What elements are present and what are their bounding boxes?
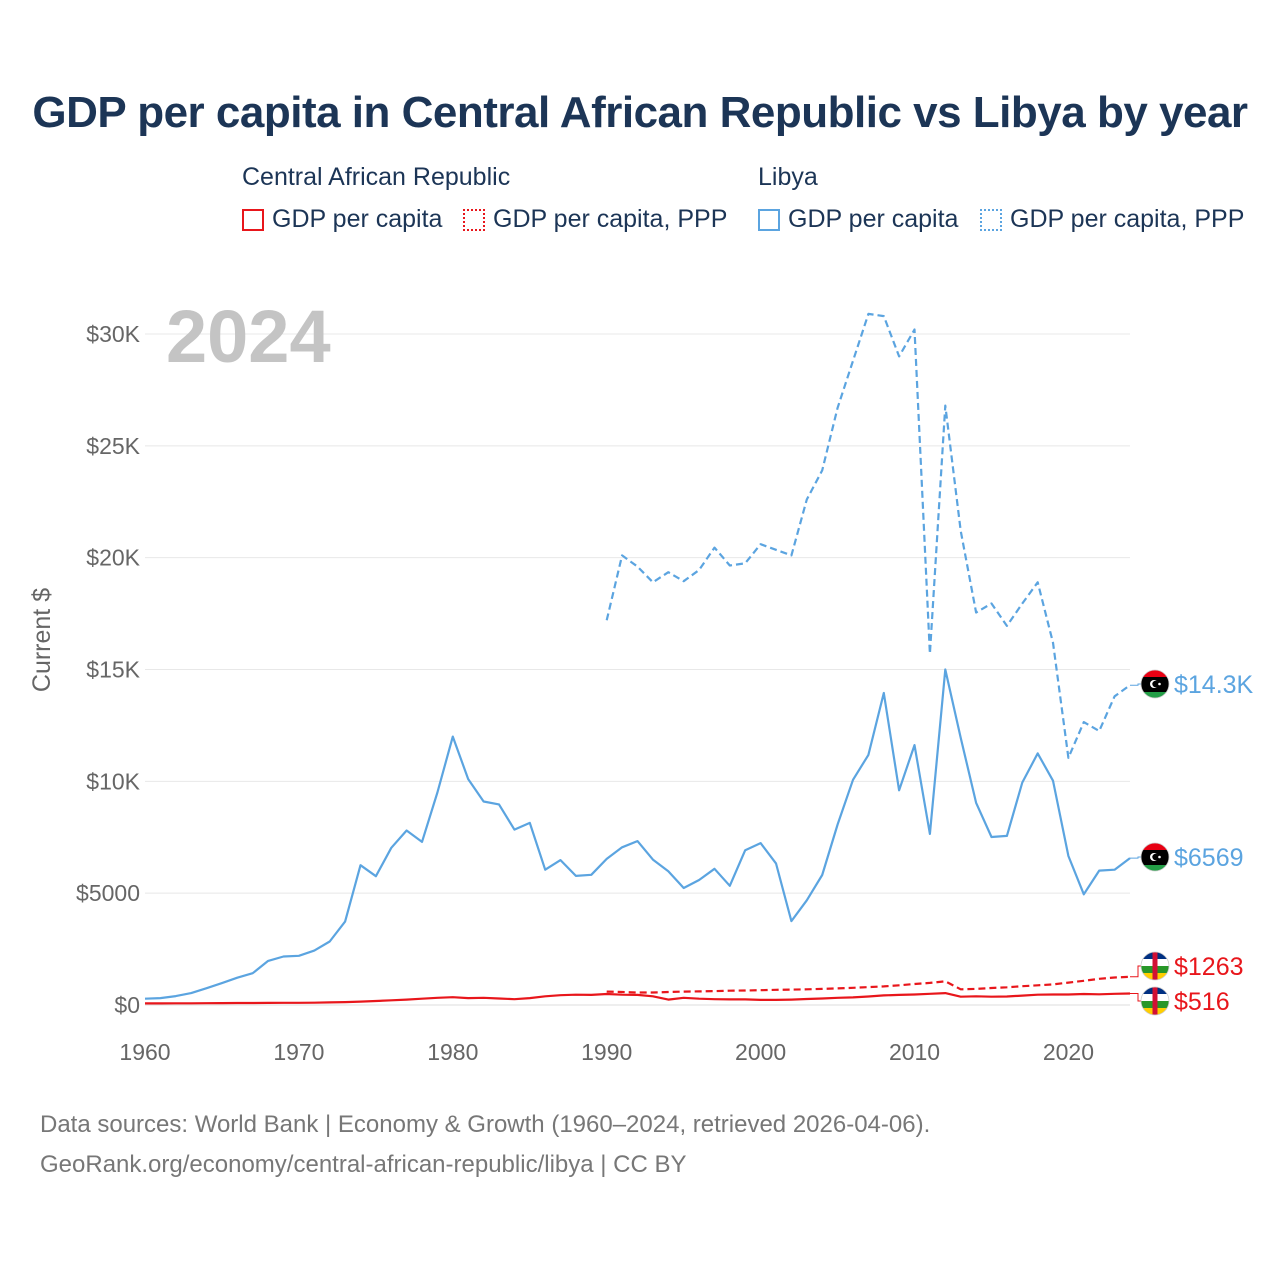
- x-tick-label: 1980: [427, 1039, 478, 1065]
- series-line: [606, 975, 1131, 994]
- leader-line: [1130, 993, 1141, 1002]
- year-watermark: 2024: [166, 295, 331, 378]
- y-tick-label: $0: [114, 992, 140, 1018]
- footer-sources: Data sources: World Bank | Economy & Gro…: [40, 1111, 931, 1138]
- libya-flag-icon: [1140, 842, 1170, 872]
- y-tick-label: $5000: [76, 880, 140, 906]
- legend-item-libya-gdp-ppp[interactable]: GDP per capita, PPP: [980, 205, 1244, 234]
- legend-country-car: Central African Republic: [242, 163, 511, 191]
- car-flag-icon: [1140, 951, 1170, 981]
- leader-line: [1130, 856, 1141, 859]
- end-value-label: $14.3K: [1174, 671, 1254, 699]
- series-line: [605, 312, 1131, 759]
- x-tick-label: 2020: [1043, 1039, 1094, 1065]
- footer-link[interactable]: GeoRank.org/economy/central-african-repu…: [40, 1151, 687, 1178]
- end-value-label: $516: [1174, 988, 1230, 1016]
- legend-item-car-gdp[interactable]: GDP per capita: [242, 205, 442, 234]
- grid-lines: [145, 333, 1130, 1006]
- legend-swatch-solid-blue: [758, 208, 780, 231]
- x-tick-label: 2010: [889, 1039, 940, 1065]
- libya-flag-icon: [1140, 669, 1170, 699]
- y-tick-label: $20K: [86, 545, 140, 571]
- chart-title: GDP per capita in Central African Republ…: [32, 88, 1248, 137]
- legend-swatch-dotted-blue: [980, 208, 1002, 231]
- y-axis-ticks: $0 $5000 $10K $15K $20K $25K $30K: [76, 321, 141, 1018]
- footer: Data sources: World Bank | Economy & Gro…: [40, 1105, 930, 1185]
- legend-label: GDP per capita: [788, 205, 959, 233]
- leader-line: [1130, 965, 1141, 978]
- series-end-labels: $14.3K $6569 $1263 $516: [1130, 669, 1254, 1016]
- legend-label: GDP per capita, PPP: [1010, 205, 1245, 233]
- legend-swatch-solid-red: [242, 208, 264, 231]
- series-line: [145, 991, 1131, 1005]
- series-lines: [144, 312, 1131, 1005]
- legend-item-libya-gdp[interactable]: GDP per capita: [758, 205, 958, 234]
- x-tick-label: 1970: [273, 1039, 324, 1065]
- x-tick-label: 1960: [119, 1039, 170, 1065]
- y-tick-label: $30K: [86, 321, 140, 347]
- y-tick-label: $10K: [86, 768, 140, 794]
- x-tick-label: 2000: [735, 1039, 786, 1065]
- end-value-label: $6569: [1174, 844, 1244, 872]
- legend-label: GDP per capita, PPP: [493, 205, 728, 233]
- end-value-label: $1263: [1174, 953, 1244, 981]
- y-tick-label: $15K: [86, 657, 140, 683]
- legend-country-libya: Libya: [758, 163, 818, 191]
- legend-item-car-gdp-ppp[interactable]: GDP per capita, PPP: [463, 205, 727, 234]
- line-chart: 2024 $0 $5000 $10K $15K $20K $25K $30K 1960 197…: [28, 295, 1254, 1065]
- y-tick-label: $25K: [86, 433, 140, 459]
- y-axis-label: Current $: [28, 588, 56, 692]
- legend-swatch-dotted-red: [463, 208, 485, 231]
- x-tick-label: 1990: [581, 1039, 632, 1065]
- leader-line: [1130, 683, 1141, 686]
- series-line: [144, 668, 1131, 1000]
- car-flag-icon: [1140, 986, 1170, 1016]
- x-axis-ticks: 1960 1970 1980 1990 2000 2010 2020: [119, 1039, 1094, 1065]
- legend-label: GDP per capita: [272, 205, 443, 233]
